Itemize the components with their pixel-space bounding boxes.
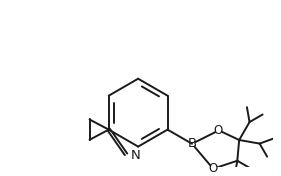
Text: B: B [187,137,197,150]
Text: O: O [208,162,217,175]
Text: O: O [214,124,223,137]
Text: N: N [131,149,140,162]
